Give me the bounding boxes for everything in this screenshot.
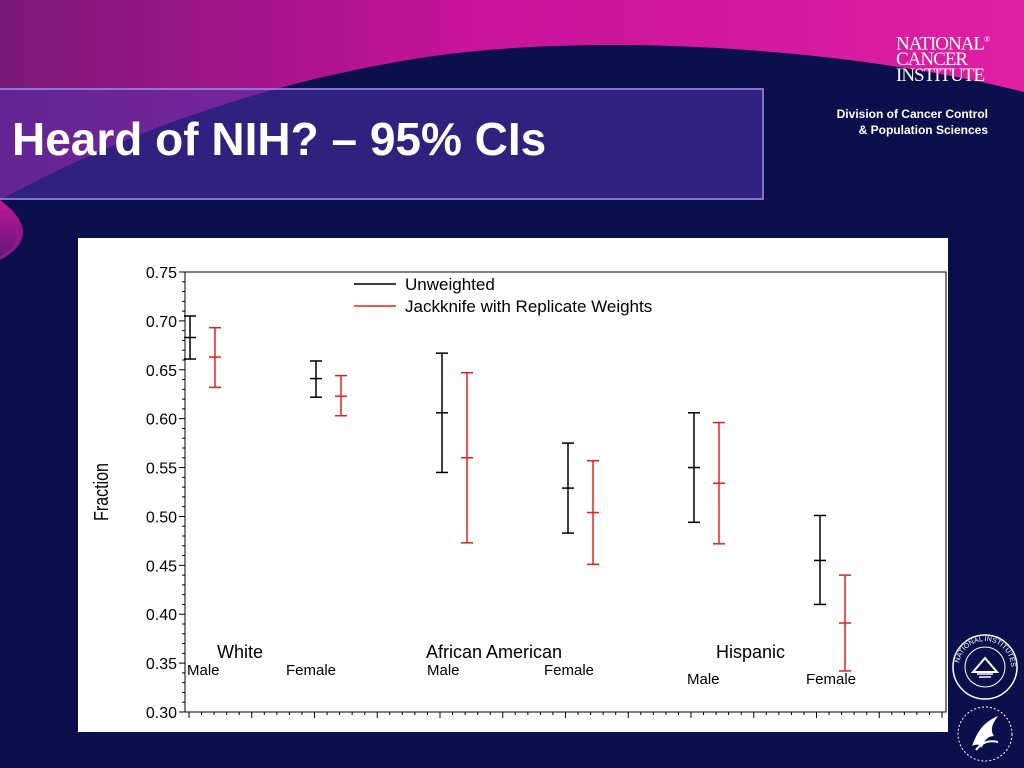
logo-line-3: INSTITUTE [896, 65, 985, 87]
slide-title: Heard of NIH? – 95% CIs [12, 113, 547, 165]
y-tick-label: 0.35 [146, 656, 177, 673]
logo-line-1: NATIONAL® [896, 33, 990, 55]
chart-panel: 0.30 0.35 0.40 0.45 0.50 0.55 0.60 0.65 0.70 0.75… [78, 238, 948, 732]
subgroup-label: Male [687, 671, 720, 688]
y-tick-label: 0.55 [146, 461, 177, 478]
error-bar-chart: 0.30 0.35 0.40 0.45 0.50 0.55 0.60 0.65 0.70 0.75… [90, 265, 947, 722]
y-axis-label: Fraction [90, 463, 112, 521]
hhs-eagle-icon [957, 706, 1013, 762]
y-tick-label: 0.70 [146, 314, 177, 331]
y-tick-label: 0.75 [146, 265, 177, 282]
group-label: African American [426, 642, 562, 662]
title-box: Heard of NIH? – 95% CIs [0, 88, 764, 200]
svg-text:NATIONAL INSTITUTES OF HEALTH: NATIONAL INSTITUTES OF HEALTH [950, 632, 1016, 668]
subgroup-label: Female [544, 662, 594, 679]
subgroup-label: Male [187, 662, 220, 679]
y-tick-label: 0.45 [146, 558, 177, 575]
seal-text: NATIONAL INSTITUTES OF HEALTH [950, 632, 1016, 668]
plot-frame [184, 271, 947, 713]
y-tick-label: 0.50 [146, 509, 177, 526]
y-tick-label: 0.65 [146, 363, 177, 380]
y-tick-label: 0.30 [146, 705, 177, 722]
division-line-1: Division of Cancer Control [836, 107, 988, 121]
group-label: Hispanic [716, 642, 785, 662]
legend-label: Unweighted [405, 275, 495, 294]
division-label: Division of Cancer Control & Population … [760, 106, 988, 138]
y-tick-label: 0.60 [146, 412, 177, 429]
legend-label: Jackknife with Replicate Weights [405, 297, 652, 316]
division-line-2: & Population Sciences [858, 123, 988, 137]
group-label: White [217, 642, 263, 662]
subgroup-label: Female [806, 671, 856, 688]
y-tick-label: 0.40 [146, 607, 177, 624]
subgroup-label: Female [286, 662, 336, 679]
logo-line-2: CANCER [896, 49, 968, 71]
nih-seal-icon: NATIONAL INSTITUTES OF HEALTH [950, 632, 1018, 700]
subgroup-label: Male [427, 662, 460, 679]
nci-logo: NATIONAL® CANCER INSTITUTE [896, 32, 992, 88]
